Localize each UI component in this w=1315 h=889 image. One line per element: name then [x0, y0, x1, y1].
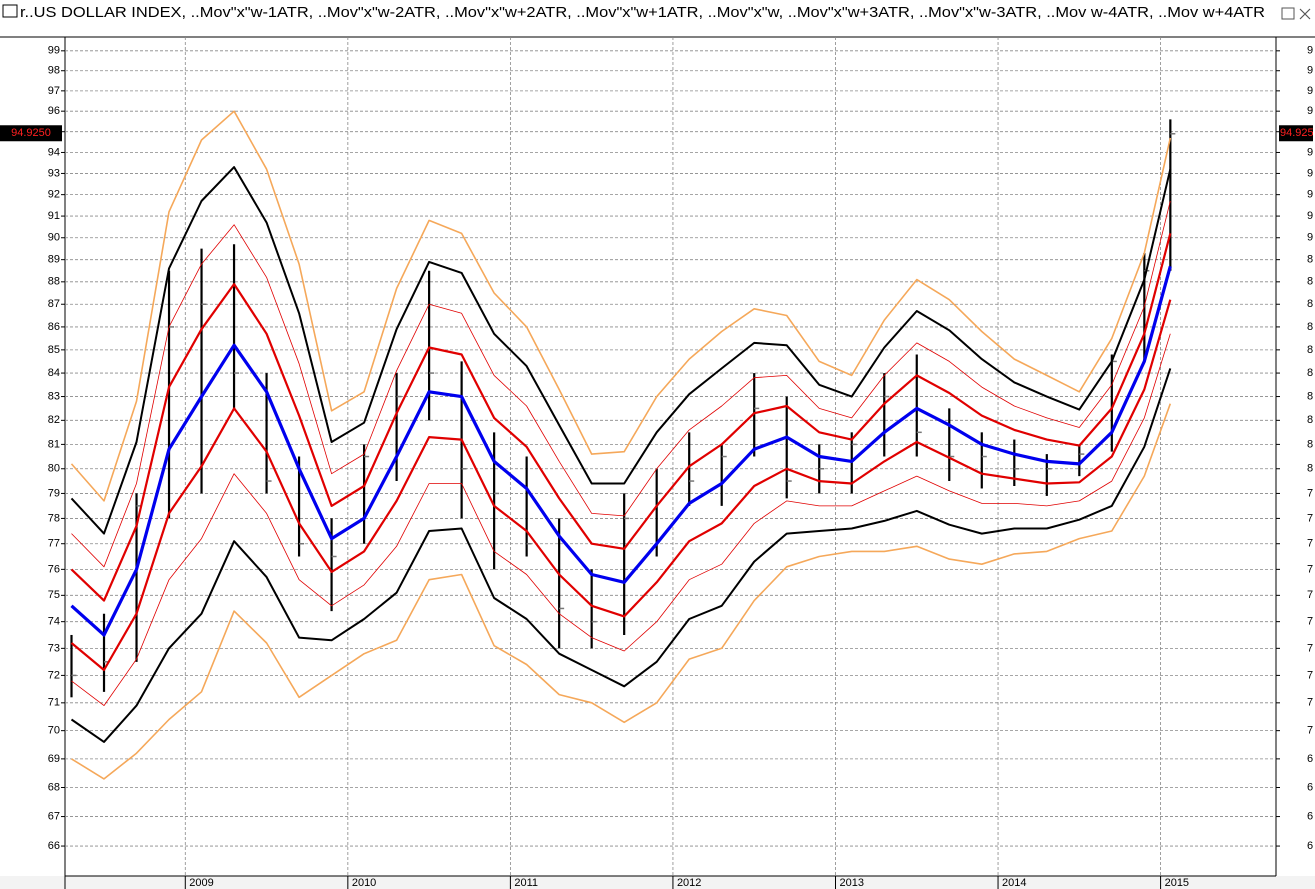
- y-tick-label: 67: [48, 810, 60, 822]
- x-tick-label: 2010: [352, 877, 376, 889]
- band-line: [70, 368, 1172, 743]
- y-tick-label-right: 75: [1307, 589, 1315, 601]
- y-tick-label: 79: [48, 487, 60, 499]
- y-tick-label-right: 83: [1307, 390, 1315, 402]
- y-tick-label: 70: [48, 725, 60, 737]
- y-tick-label-right: 68: [1307, 781, 1315, 793]
- y-tick-label: 94: [48, 146, 60, 158]
- chart-title: r..US DOLLAR INDEX, ..Mov"x"w-1ATR, ..Mo…: [20, 4, 1265, 21]
- y-tick-label: 97: [48, 85, 60, 97]
- y-tick-label-right: 87: [1307, 298, 1315, 310]
- y-tick-label-right: 99: [1307, 45, 1315, 57]
- y-tick-label: 83: [48, 390, 60, 402]
- last-value-box: [0, 125, 62, 142]
- y-tick-label: 81: [48, 438, 60, 450]
- y-tick-label-right: 96: [1307, 105, 1315, 117]
- y-tick-label-right: 88: [1307, 276, 1315, 288]
- y-tick-label: 89: [48, 254, 60, 266]
- x-tick-label: 2011: [514, 877, 538, 889]
- y-tick-label: 71: [48, 697, 60, 709]
- band-line: [71, 403, 1172, 780]
- y-tick-label: 80: [48, 463, 60, 475]
- band-line: [70, 265, 1172, 637]
- y-tick-label-right: 86: [1307, 321, 1315, 333]
- y-tick-label-right: 77: [1307, 538, 1315, 550]
- y-tick-label: 66: [48, 840, 60, 852]
- y-tick-label-right: 94: [1307, 146, 1315, 158]
- band-line: [70, 233, 1172, 602]
- y-tick-label-right: 91: [1307, 210, 1315, 222]
- band-line: [71, 333, 1171, 706]
- y-tick-label-right: 74: [1307, 616, 1315, 628]
- y-tick-label: 93: [48, 167, 60, 179]
- x-tick-label: 2009: [189, 877, 213, 889]
- y-tick-label: 92: [48, 189, 60, 201]
- last-value-label: 94.9250: [11, 127, 51, 139]
- y-tick-label: 86: [48, 321, 60, 333]
- y-tick-label-right: 90: [1307, 232, 1315, 244]
- x-tick-label: 2012: [677, 877, 701, 889]
- last-value-box-right: [1279, 125, 1313, 142]
- y-tick-label: 72: [48, 669, 60, 681]
- y-tick-label-right: 72: [1307, 669, 1315, 681]
- y-tick-label-right: 70: [1307, 725, 1315, 737]
- y-tick-label: 90: [48, 232, 60, 244]
- y-tick-label-right: 84: [1307, 367, 1315, 379]
- y-tick-label: 78: [48, 512, 60, 524]
- y-tick-label: 87: [48, 298, 60, 310]
- window-icon: [2, 4, 18, 18]
- y-tick-label-right: 79: [1307, 487, 1315, 499]
- y-tick-label: 75: [48, 589, 60, 601]
- y-tick-label: 96: [48, 105, 60, 117]
- y-tick-label: 82: [48, 414, 60, 426]
- y-tick-label: 77: [48, 538, 60, 550]
- y-tick-label-right: 89: [1307, 254, 1315, 266]
- close-button[interactable]: [1299, 8, 1311, 20]
- y-tick-label-right: 71: [1307, 697, 1315, 709]
- x-tick-label: 2014: [1002, 877, 1026, 889]
- x-tick-label: 2015: [1165, 877, 1189, 889]
- y-tick-label-right: 98: [1307, 65, 1315, 77]
- y-tick-label-right: 80: [1307, 463, 1315, 475]
- y-tick-label-right: 92: [1307, 189, 1315, 201]
- y-tick-label-right: 66: [1307, 840, 1315, 852]
- y-tick-label-right: 69: [1307, 753, 1315, 765]
- y-tick-label-right: 67: [1307, 810, 1315, 822]
- restore-button[interactable]: [1281, 7, 1295, 20]
- band-line: [70, 166, 1172, 535]
- band-line: [70, 110, 1172, 502]
- y-tick-label: 69: [48, 753, 60, 765]
- y-tick-label: 68: [48, 781, 60, 793]
- y-tick-label: 91: [48, 210, 60, 222]
- y-tick-label-right: 76: [1307, 563, 1315, 575]
- y-tick-label-right: 73: [1307, 642, 1315, 654]
- y-tick-label: 98: [48, 65, 60, 77]
- y-tick-label-right: 93: [1307, 167, 1315, 179]
- y-tick-label: 73: [48, 642, 60, 654]
- y-tick-label: 99: [48, 45, 60, 57]
- x-axis-strip: [0, 876, 1315, 889]
- y-tick-label: 85: [48, 344, 60, 356]
- y-tick-label-right: 78: [1307, 512, 1315, 524]
- y-tick-label-right: 97: [1307, 85, 1315, 97]
- y-tick-label-right: 81: [1307, 438, 1315, 450]
- y-tick-label: 74: [48, 616, 60, 628]
- y-tick-label-right: 85: [1307, 344, 1315, 356]
- x-tick-label: 2013: [839, 877, 863, 889]
- axis-labels: 66 66 67 67 68 68 69 69 70 70 71 71 72 72 73 73 74 74 75 75…: [0, 45, 1315, 889]
- band-line: [71, 200, 1171, 568]
- band-line: [70, 299, 1172, 672]
- y-tick-label: 84: [48, 367, 60, 379]
- last-value-label-right: 94.9250: [1280, 127, 1315, 139]
- plot-area: [70, 110, 1176, 780]
- y-tick-label: 76: [48, 563, 60, 575]
- y-tick-label: 88: [48, 276, 60, 288]
- y-tick-label-right: 82: [1307, 414, 1315, 426]
